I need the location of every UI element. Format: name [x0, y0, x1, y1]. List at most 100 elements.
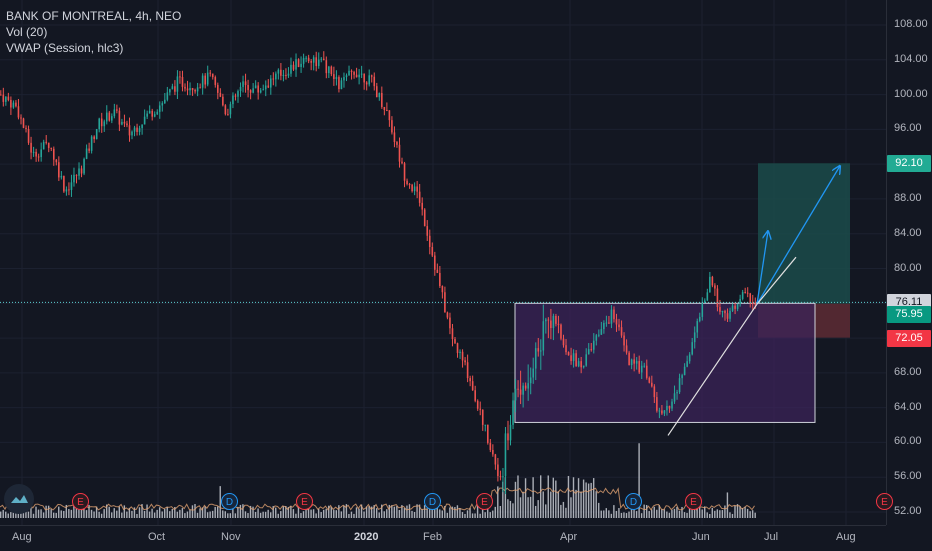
symbol-title[interactable]: BANK OF MONTREAL, 4h, NEO — [6, 9, 182, 23]
support-trendline[interactable] — [667, 303, 758, 436]
candle-body — [322, 58, 325, 61]
volume-bar — [408, 504, 411, 518]
candle-body — [459, 351, 461, 353]
price-tick-label: 108.00 — [894, 18, 928, 30]
candle — [608, 316, 610, 324]
candle — [322, 51, 325, 61]
candle-body — [494, 454, 497, 465]
earnings-marker[interactable]: E — [72, 493, 89, 510]
volume-bar — [136, 513, 138, 518]
candle-body — [116, 109, 118, 111]
candle — [595, 333, 598, 346]
volume-bar — [181, 508, 184, 518]
tradingview-logo[interactable] — [4, 484, 34, 514]
candle-body — [706, 292, 709, 301]
candle-body — [555, 315, 557, 324]
candle — [598, 329, 600, 338]
candle — [156, 109, 159, 115]
candle-body — [206, 72, 209, 85]
projection-arrow-short[interactable] — [756, 231, 768, 305]
volume-bar — [348, 513, 350, 518]
range-rectangle[interactable] — [514, 302, 816, 423]
earnings-marker[interactable]: E — [296, 493, 313, 510]
candle — [741, 289, 744, 301]
candle — [368, 69, 371, 87]
volume-bar — [315, 513, 317, 518]
chart-legend: BANK OF MONTREAL, 4h, NEO Vol (20) VWAP … — [6, 8, 181, 56]
volume-bar — [524, 478, 527, 518]
volume-bar — [466, 510, 469, 518]
candle-body — [340, 80, 343, 90]
dividend-marker[interactable]: D — [221, 493, 238, 510]
volume-bar — [189, 510, 191, 518]
volume-bar — [449, 507, 451, 518]
volume-bar — [269, 512, 272, 518]
volume-bar — [459, 508, 461, 518]
candle-body — [222, 96, 224, 106]
volume-bar — [252, 506, 254, 518]
candle — [312, 55, 315, 71]
candle — [552, 313, 555, 341]
price-tick-label: 64.00 — [894, 400, 922, 413]
candle — [721, 310, 724, 318]
earnings-marker[interactable]: E — [685, 493, 702, 510]
candle-body — [628, 352, 630, 366]
price-scale[interactable] — [886, 0, 932, 525]
long-position-target-zone[interactable] — [758, 163, 850, 304]
candle — [47, 142, 50, 153]
volume-bar — [696, 505, 698, 518]
candle — [744, 287, 746, 294]
volume-bar — [565, 507, 567, 518]
candle — [143, 109, 146, 125]
earnings-marker[interactable]: E — [876, 493, 893, 510]
candle-body — [65, 189, 68, 192]
candle — [676, 389, 678, 400]
dividend-marker[interactable]: D — [424, 493, 441, 510]
volume-bar — [729, 512, 731, 518]
candle-body — [582, 365, 585, 368]
candle-body — [605, 322, 608, 324]
volume-bar — [681, 506, 683, 518]
candle — [10, 96, 12, 115]
vwap-indicator-label[interactable]: VWAP (Session, hlc3) — [6, 41, 124, 55]
candle-body — [598, 334, 600, 336]
candle-body — [532, 368, 535, 378]
candle-body — [181, 76, 184, 87]
candle — [638, 355, 641, 375]
candle-body — [423, 209, 426, 227]
candle — [645, 359, 648, 380]
volume-bar — [489, 512, 491, 518]
volume-bar — [580, 491, 582, 518]
candle — [20, 114, 22, 125]
earnings-marker[interactable]: E — [476, 493, 493, 510]
candle-body — [83, 158, 85, 174]
candle — [128, 117, 131, 142]
candle — [282, 69, 285, 82]
volume-bar — [666, 511, 668, 518]
volume-indicator-label[interactable]: Vol (20) — [6, 25, 48, 39]
time-scale[interactable] — [0, 525, 886, 551]
candle — [153, 111, 156, 118]
volume-bar — [734, 505, 736, 518]
candle-body — [15, 102, 17, 107]
volume-bar — [567, 475, 570, 518]
volume-bar — [35, 506, 37, 518]
volume-bar — [426, 509, 428, 518]
candle — [300, 56, 302, 73]
volume-bar — [603, 510, 605, 518]
candle — [423, 208, 426, 227]
volume-bar — [217, 506, 219, 518]
time-tick-label: Oct — [148, 531, 166, 543]
candle-body — [401, 161, 403, 164]
candle-body — [663, 410, 666, 414]
candle — [90, 135, 93, 154]
candle-body — [345, 75, 348, 78]
dividend-marker[interactable]: D — [625, 493, 642, 510]
projection-arrow-long[interactable] — [756, 166, 840, 305]
candle-body — [262, 89, 265, 91]
candle-body — [393, 132, 396, 143]
projection-line[interactable] — [756, 256, 797, 305]
candle — [557, 315, 560, 334]
